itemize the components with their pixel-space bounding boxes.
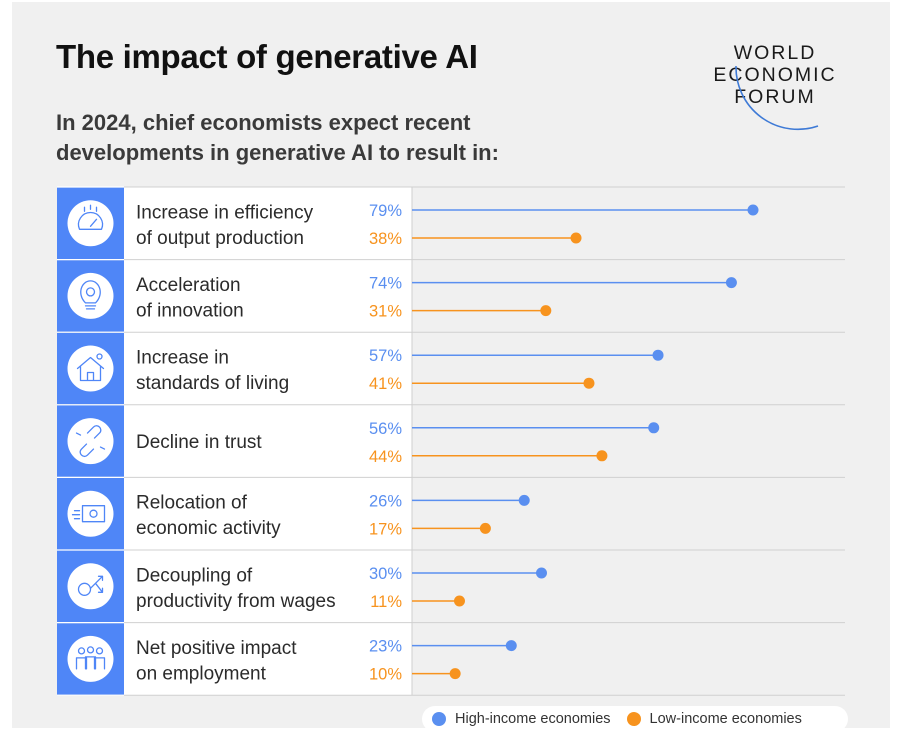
icon-stroke bbox=[77, 211, 104, 230]
icon-stroke bbox=[77, 582, 92, 596]
dot-high bbox=[725, 277, 737, 289]
legend-dot-high bbox=[432, 712, 446, 726]
icon-stroke bbox=[86, 646, 95, 654]
value-label-high: 57% bbox=[369, 347, 402, 365]
people-group-icon bbox=[75, 646, 106, 670]
icon-stroke bbox=[75, 656, 106, 670]
lightbulb-gear-icon bbox=[80, 280, 101, 310]
value-label-low: 11% bbox=[370, 593, 402, 611]
value-label-high: 79% bbox=[369, 202, 402, 220]
icon-stroke bbox=[89, 218, 98, 227]
icon-stroke bbox=[80, 280, 101, 310]
icon-stroke bbox=[83, 204, 98, 212]
value-label-low: 44% bbox=[369, 448, 402, 466]
category-label: Acceleration bbox=[136, 275, 241, 296]
subtitle-line: In 2024, chief economists expect recent bbox=[56, 110, 471, 135]
category-label: on employment bbox=[136, 663, 267, 684]
icon-stroke bbox=[95, 647, 104, 655]
category-label: economic activity bbox=[136, 518, 281, 539]
icon-badge bbox=[67, 563, 114, 610]
category-label: Relocation of bbox=[136, 493, 248, 514]
icon-stroke bbox=[81, 505, 106, 523]
icon-stroke bbox=[89, 575, 104, 593]
dot-low bbox=[540, 305, 552, 317]
icon-stroke bbox=[77, 647, 86, 655]
dot-high bbox=[652, 349, 664, 361]
dot-high bbox=[747, 204, 759, 216]
legend-label-low: Low-income economies bbox=[649, 711, 802, 727]
value-label-high: 30% bbox=[369, 565, 402, 583]
icon-badge bbox=[67, 200, 114, 247]
page-subtitle: In 2024, chief economists expect recent … bbox=[56, 108, 556, 168]
dot-high bbox=[648, 422, 660, 434]
subtitle-line: developments in generative AI to result … bbox=[56, 140, 499, 165]
legend-item-high: High-income economies bbox=[432, 711, 611, 727]
icon-badge bbox=[67, 345, 114, 392]
value-label-high: 56% bbox=[369, 420, 402, 438]
logo-line: ECONOMIC bbox=[713, 64, 837, 86]
value-label-high: 74% bbox=[369, 275, 402, 293]
broken-link-icon bbox=[75, 425, 106, 458]
logo-line: FORUM bbox=[734, 86, 816, 108]
icon-badge bbox=[67, 635, 114, 682]
house-icon bbox=[76, 353, 105, 382]
value-label-low: 38% bbox=[369, 230, 402, 248]
icon-badge bbox=[67, 418, 114, 465]
dot-low bbox=[479, 522, 491, 534]
logo-line: WORLD bbox=[733, 42, 817, 64]
wef-arc-icon bbox=[735, 65, 819, 131]
label-column-bg bbox=[124, 187, 412, 696]
wef-logo: WORLD ECONOMIC FORUM bbox=[700, 42, 860, 132]
dot-low bbox=[596, 450, 608, 462]
gauge-icon bbox=[77, 204, 104, 230]
dot-low bbox=[583, 377, 595, 389]
icon-stroke bbox=[75, 432, 106, 450]
dot-low bbox=[449, 668, 461, 680]
value-label-low: 31% bbox=[369, 303, 402, 321]
value-label-low: 10% bbox=[369, 666, 402, 684]
legend-label-high: High-income economies bbox=[455, 711, 611, 727]
dot-high bbox=[518, 494, 530, 506]
category-label: Increase in bbox=[136, 348, 229, 369]
legend-item-low: Low-income economies bbox=[626, 711, 802, 727]
dot-low bbox=[453, 595, 465, 607]
value-label-low: 17% bbox=[369, 520, 402, 538]
dot-high bbox=[505, 640, 517, 652]
icon-stroke bbox=[76, 356, 105, 382]
value-label-low: 41% bbox=[369, 375, 402, 393]
category-label: Net positive impact bbox=[136, 638, 297, 659]
icon-stroke bbox=[89, 509, 98, 518]
dot-high bbox=[535, 567, 547, 579]
icon-stroke bbox=[71, 510, 81, 520]
diverging-coin-icon bbox=[77, 575, 104, 596]
category-label: Decline in trust bbox=[136, 432, 262, 453]
category-label: standards of living bbox=[136, 373, 289, 394]
category-label: Increase in efficiency bbox=[136, 202, 314, 223]
category-label: productivity from wages bbox=[136, 591, 336, 612]
icon-stroke bbox=[96, 353, 103, 360]
chart-legend: High-income economies Low-income economi… bbox=[422, 706, 848, 732]
moving-money-icon bbox=[71, 505, 106, 523]
category-label: Decoupling of bbox=[136, 565, 253, 586]
icon-stroke bbox=[79, 425, 102, 458]
page-title: The impact of generative AI bbox=[56, 38, 478, 75]
value-label-high: 23% bbox=[369, 638, 402, 656]
value-label-high: 26% bbox=[369, 492, 402, 510]
dot-low bbox=[570, 232, 582, 244]
category-label: of innovation bbox=[136, 300, 244, 321]
icon-stroke bbox=[85, 287, 96, 297]
category-label: of output production bbox=[136, 228, 304, 249]
legend-dot-low bbox=[626, 712, 641, 726]
